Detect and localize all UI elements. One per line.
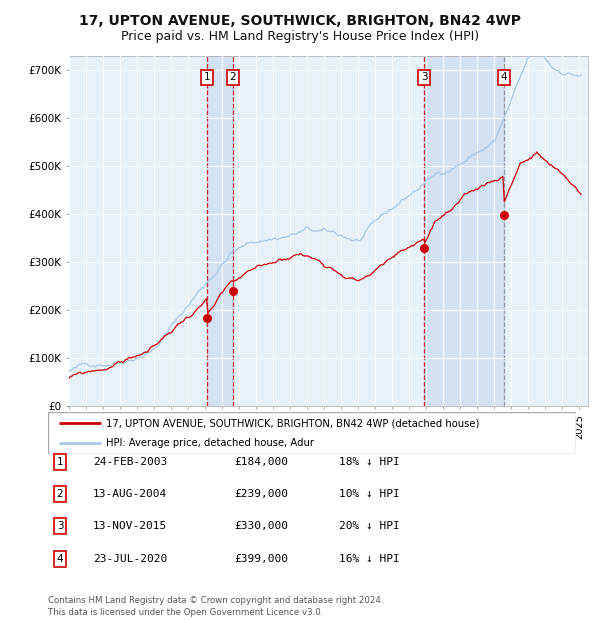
Text: £330,000: £330,000 bbox=[234, 521, 288, 531]
Text: 16% ↓ HPI: 16% ↓ HPI bbox=[339, 554, 400, 564]
Text: 4: 4 bbox=[56, 554, 64, 564]
Text: 13-AUG-2004: 13-AUG-2004 bbox=[93, 489, 167, 499]
Text: HPI: Average price, detached house, Adur: HPI: Average price, detached house, Adur bbox=[106, 438, 314, 448]
Text: 3: 3 bbox=[56, 521, 64, 531]
Text: 20% ↓ HPI: 20% ↓ HPI bbox=[339, 521, 400, 531]
Text: 10% ↓ HPI: 10% ↓ HPI bbox=[339, 489, 400, 499]
Text: 2: 2 bbox=[56, 489, 64, 499]
Text: 17, UPTON AVENUE, SOUTHWICK, BRIGHTON, BN42 4WP: 17, UPTON AVENUE, SOUTHWICK, BRIGHTON, B… bbox=[79, 14, 521, 28]
Text: 18% ↓ HPI: 18% ↓ HPI bbox=[339, 457, 400, 467]
Text: 23-JUL-2020: 23-JUL-2020 bbox=[93, 554, 167, 564]
Text: 1: 1 bbox=[204, 73, 211, 82]
Text: 3: 3 bbox=[421, 73, 427, 82]
Text: 4: 4 bbox=[500, 73, 507, 82]
Text: £184,000: £184,000 bbox=[234, 457, 288, 467]
Text: 24-FEB-2003: 24-FEB-2003 bbox=[93, 457, 167, 467]
Text: 13-NOV-2015: 13-NOV-2015 bbox=[93, 521, 167, 531]
Text: 2: 2 bbox=[229, 73, 236, 82]
Text: Price paid vs. HM Land Registry's House Price Index (HPI): Price paid vs. HM Land Registry's House … bbox=[121, 30, 479, 43]
Text: 1: 1 bbox=[56, 457, 64, 467]
Text: 17, UPTON AVENUE, SOUTHWICK, BRIGHTON, BN42 4WP (detached house): 17, UPTON AVENUE, SOUTHWICK, BRIGHTON, B… bbox=[106, 418, 479, 428]
Bar bbox=[424, 56, 504, 406]
Text: £399,000: £399,000 bbox=[234, 554, 288, 564]
Text: £239,000: £239,000 bbox=[234, 489, 288, 499]
Text: Contains HM Land Registry data © Crown copyright and database right 2024.
This d: Contains HM Land Registry data © Crown c… bbox=[48, 596, 383, 617]
Bar bbox=[207, 56, 233, 406]
